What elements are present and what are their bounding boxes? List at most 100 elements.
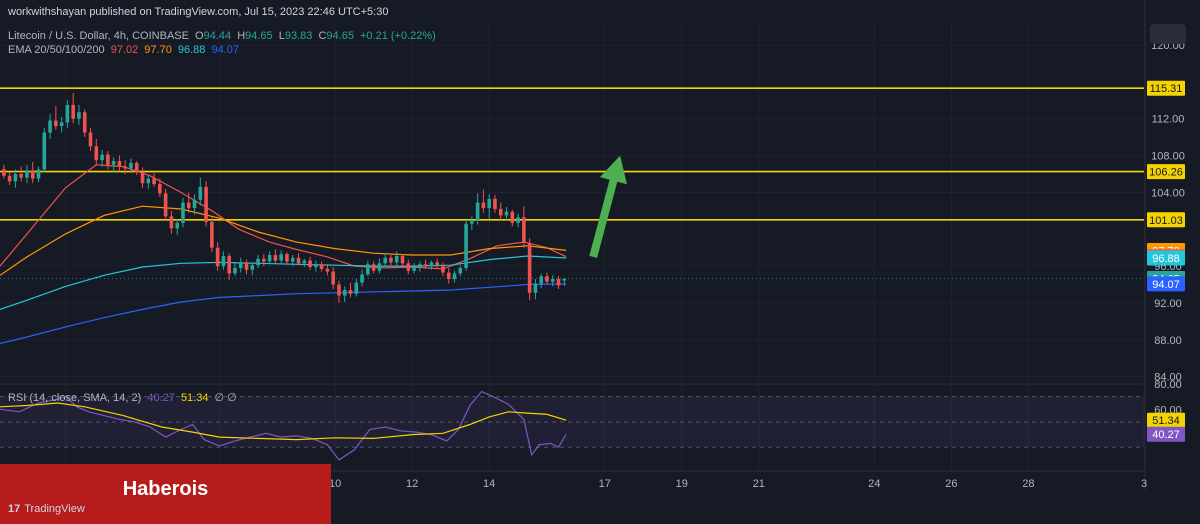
open-label: O [195,30,204,42]
ema-legend[interactable]: EMA 20/50/100/200 97.02 97.70 96.88 94.0… [8,44,239,56]
candle-body [100,154,104,161]
candle-body [296,257,301,264]
published-by: workwithshayan published on TradingView.… [8,6,388,18]
candle-body [527,243,532,293]
candle-body [314,264,318,268]
candle-body [238,262,243,268]
ema-line [0,205,567,276]
candle-body [267,255,272,262]
ema-line [0,255,567,310]
candle-body [435,262,439,266]
candle-body [181,202,185,223]
tradingview-logo-icon: 17 [8,503,21,515]
candle-body [7,175,12,182]
candle-body [423,264,428,267]
candle-body [215,247,220,267]
ema50-value: 97.70 [144,44,172,56]
time-tick-label: 26 [945,478,957,490]
level-price-tag-bg [1147,80,1185,96]
candle-body [325,268,330,272]
candle-body [19,173,23,178]
level-price-tag: 101.03 [1149,215,1183,227]
candle-body [111,161,116,165]
candle-body [377,263,382,271]
candle-body [152,178,156,185]
candle-body [192,199,197,209]
candle-body [290,257,295,262]
rsi-value-tag-bg [1147,412,1185,428]
candle-body [441,265,445,273]
time-tick-label: 17 [599,478,611,490]
candle-body [533,283,538,293]
candle-body [446,272,451,279]
candle-body [308,260,312,268]
high-value: 94.65 [245,30,273,42]
candle-body [36,169,41,179]
candle-body [163,193,168,217]
candle-body [59,122,64,127]
candle-body [48,120,52,133]
candle-body [158,184,162,194]
candle-body [452,273,457,279]
rsi-value-tag: 40.27 [1152,429,1180,441]
time-tick-label: 28 [1022,478,1034,490]
level-price-tag: 106.26 [1149,167,1183,179]
time-tick-label: 24 [868,478,880,490]
candle-body [198,186,203,200]
symbol-legend[interactable]: Litecoin / U.S. Dollar, 4h, COINBASE O94… [8,30,436,42]
price-tick-label: 104.00 [1151,187,1185,199]
candle-body [331,271,335,285]
indicator-price-tag-bg [1147,276,1185,292]
candle-body [94,146,99,161]
ema20-value: 97.02 [110,44,139,56]
candle-body [516,217,520,223]
candle-body [383,257,387,264]
candle-body [470,220,474,224]
ema-lines [0,164,567,345]
indicator-price-tag: 94.07 [1152,279,1180,291]
candle-body [400,255,405,264]
ema200-value: 94.07 [211,44,240,56]
tradingview-logo[interactable]: 17 TradingView [8,503,85,515]
low-value: 93.83 [284,30,313,42]
ema-label: EMA 20/50/100/200 [8,44,105,56]
candle-body [146,178,151,184]
candle-body [65,104,70,123]
candle-body [481,202,486,209]
candle-body [42,132,47,170]
candle-body [429,262,434,267]
candle-body [256,258,260,266]
rsi-pane [0,390,1144,461]
time-tick-label: 14 [483,478,495,490]
rsi-legend[interactable]: RSI (14, close, SMA, 14, 2) 40.27 51.34 … [8,391,237,404]
price-axis[interactable]: 84.0088.0092.0096.00104.00108.00112.0012… [1144,0,1185,490]
candle-body [129,162,133,169]
candle-body [545,276,549,282]
candle-body [464,223,468,268]
candle-body [227,255,231,274]
scale-settings-button[interactable] [1150,24,1186,44]
candle-body [412,267,416,271]
candle-body [539,276,543,284]
close-label: C [318,30,327,42]
candle-body [510,211,515,223]
candle-body [279,254,283,261]
close-value: 94.65 [326,30,354,42]
low-label: L [278,30,285,42]
candle-body [244,262,249,270]
ema-line [0,164,567,270]
rsi-tick-label: 80.00 [1154,379,1182,391]
rsi-line [0,390,567,461]
candle-body [394,255,399,263]
ema100-value: 96.88 [177,44,206,56]
candle-body [550,278,555,282]
candle-body [522,217,526,244]
candle-body [2,169,6,176]
indicator-price-tag-bg [1147,250,1185,266]
candle-body [302,260,307,264]
candle-body [562,278,567,281]
candle-body [319,264,324,269]
rsi-line [0,402,567,441]
candle-body [117,161,122,167]
